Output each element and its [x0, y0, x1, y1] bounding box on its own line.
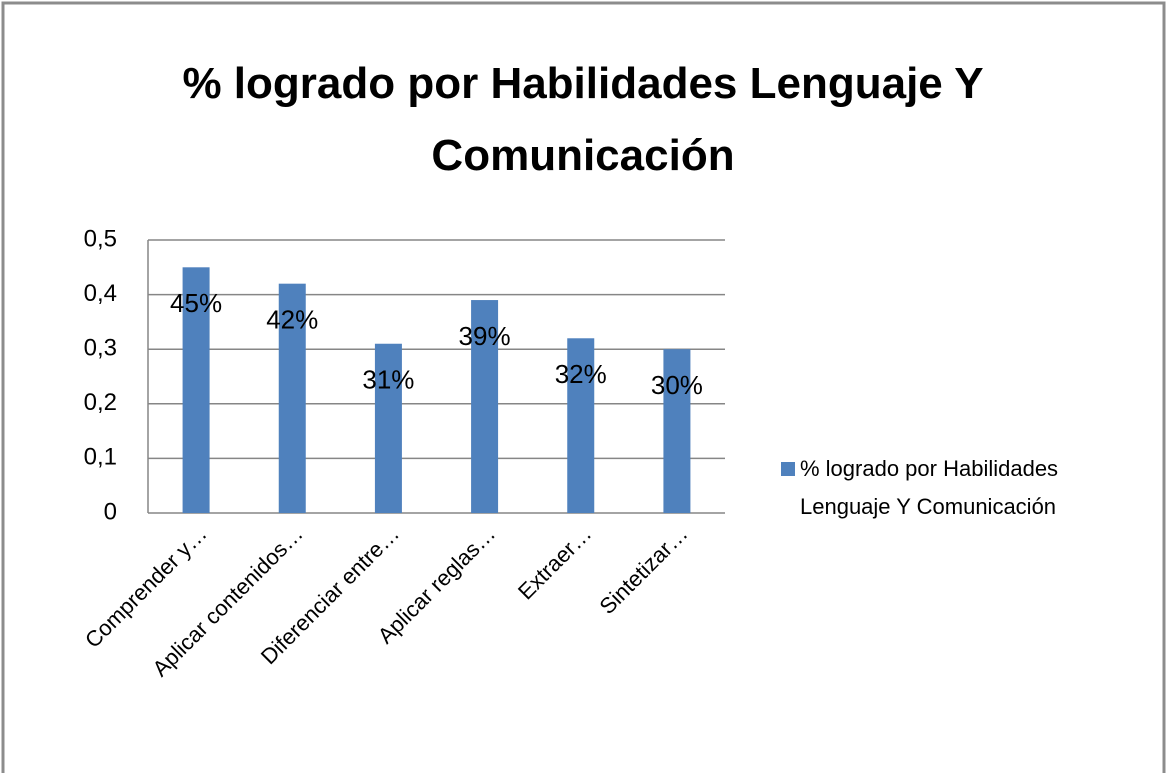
chart-title: % logrado por Habilidades Lenguaje Y Com… [182, 59, 984, 180]
data-label: 31% [362, 365, 414, 395]
y-tick-label: 0,3 [84, 335, 117, 362]
data-label: 39% [459, 321, 511, 351]
data-label: 32% [555, 359, 607, 389]
bar [567, 338, 595, 513]
y-tick-label: 0 [104, 498, 117, 525]
legend-label: % logrado por Habilidades Lenguaje Y Com… [800, 456, 1059, 519]
bar [471, 300, 499, 513]
data-label: 42% [266, 305, 318, 335]
legend-swatch [781, 462, 795, 476]
y-tick-label: 0,5 [84, 225, 117, 252]
bar [182, 267, 210, 513]
x-tick-label: Extraer… [513, 521, 596, 604]
bar [663, 349, 691, 513]
bar [278, 283, 306, 513]
bar [374, 343, 402, 513]
y-tick-label: 0,1 [84, 444, 117, 471]
y-tick-label: 0,2 [84, 389, 117, 416]
data-label: 45% [170, 288, 222, 318]
y-tick-label: 0,4 [84, 280, 117, 307]
data-label: 30% [651, 370, 703, 400]
x-tick-label: Sintetizar… [594, 521, 692, 619]
